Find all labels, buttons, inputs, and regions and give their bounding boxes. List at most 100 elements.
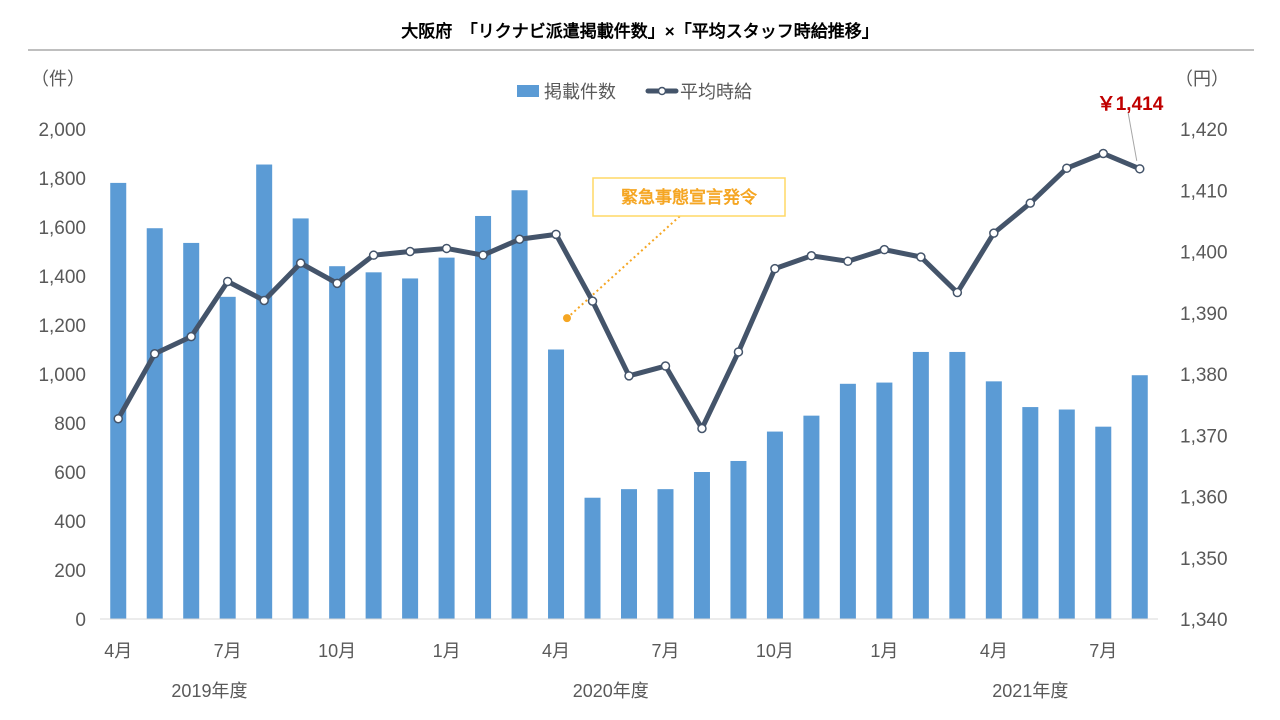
bar [329,266,346,619]
legend-line-label: 平均時給 [680,82,752,102]
left-tick-label: 400 [54,512,86,533]
wage-point [806,251,817,261]
wage-point [1098,148,1109,159]
wage-point [186,331,196,342]
right-tick-label: 1,340 [1180,610,1228,631]
legend-bar-label: 掲載件数 [544,82,616,102]
wage-point [1062,163,1072,173]
bar [1131,375,1148,619]
bar [839,383,856,619]
bar [985,381,1002,619]
wage-point [441,243,452,254]
bar [292,218,309,620]
bar [1095,426,1112,619]
wage-point [660,361,671,371]
end-label-text: ￥1,414 [1097,94,1164,115]
wage-point [1025,198,1036,208]
bar [1022,407,1039,619]
right-tick-label: 1,360 [1180,488,1228,509]
bar [548,349,565,619]
x-month-label: 10月 [318,641,356,661]
bar [511,190,528,619]
left-tick-label: 0 [75,610,86,631]
wage-point [149,349,160,359]
x-month-label: 10月 [756,641,794,661]
wage-point [770,263,780,274]
bar [803,415,820,619]
wage-point [295,258,306,268]
left-tick-label: 600 [54,463,86,484]
wage-point [514,234,525,244]
right-tick-label: 1,420 [1180,120,1228,141]
right-axis-unit: （円） [1175,69,1229,89]
wage-point [478,250,488,260]
callout-label: 緊急事態宣言発令 [621,187,758,207]
x-month-label: 1月 [433,641,461,661]
left-tick-label: 200 [54,561,86,582]
bar [657,489,674,619]
bar [256,164,273,619]
x-month-label: 7月 [214,641,242,661]
wage-point [916,252,926,262]
legend-line-marker [657,86,667,96]
right-tick-label: 1,410 [1180,181,1228,202]
left-axis-unit: （件） [31,69,85,89]
wage-point [551,229,561,240]
bar [110,182,127,619]
bar [219,296,236,619]
wage-point [843,256,853,267]
wage-point [113,413,123,424]
bar [183,242,200,620]
end-label-group: ￥1,414 [1097,94,1164,161]
callout: 緊急事態宣言発令 [562,177,786,323]
bar [949,351,966,619]
bar [365,272,382,619]
legend-bar-swatch [517,85,539,97]
wage-point [368,250,379,260]
bar [584,497,601,619]
x-month-label: 4月 [980,641,1008,661]
right-tick-label: 1,370 [1180,426,1228,447]
bar [475,215,492,619]
bar [766,431,783,619]
left-tick-label: 1,400 [38,267,86,288]
wage-point [697,423,707,434]
bar [1058,409,1075,619]
left-tick-label: 800 [54,414,86,435]
wage-point [1135,164,1145,174]
x-month-label: 7月 [651,641,679,661]
left-tick-label: 2,000 [38,120,86,141]
wage-point [952,287,963,298]
wage-point [332,278,342,289]
bar [621,489,637,619]
x-year-label: 2019年度 [171,681,247,701]
x-month-label: 1月 [870,641,898,661]
left-tick-label: 1,000 [38,365,86,386]
left-tick-label: 1,600 [38,218,86,239]
bar [146,228,163,619]
left-tick-label: 1,800 [38,169,86,190]
bar [438,257,455,619]
x-axis-labels: 4月 7月 10月 1月 4月 7月 10月 1月 4月 7月 2019年度 2020年度 2021年度 [104,641,1117,701]
bar [876,382,893,619]
left-tick-label: 1,200 [38,316,86,337]
right-axis-ticks: 1,340 1,350 1,360 1,370 1,380 1,390 1,400 1,410… [1180,120,1228,631]
wage-point [259,295,269,306]
bar [912,351,929,619]
x-month-label: 4月 [542,641,570,661]
chart-title: 大阪府 「リクナビ派遣掲載件数」×「平均スタッフ時給推移」 [401,21,878,41]
wage-point [405,246,415,257]
right-tick-label: 1,400 [1180,243,1228,264]
bar [693,472,710,619]
x-year-label: 2021年度 [992,681,1068,701]
bar-series [110,164,1148,620]
bar [402,278,419,619]
bar [730,460,747,619]
callout-leader-line [566,215,681,319]
wage-point [624,371,634,381]
left-axis-ticks: 0 200 400 600 800 1,000 1,200 1,400 1,600 1,800 2,… [38,120,86,631]
wage-point [587,296,598,306]
wage-point [733,347,744,357]
right-tick-label: 1,380 [1180,365,1228,386]
